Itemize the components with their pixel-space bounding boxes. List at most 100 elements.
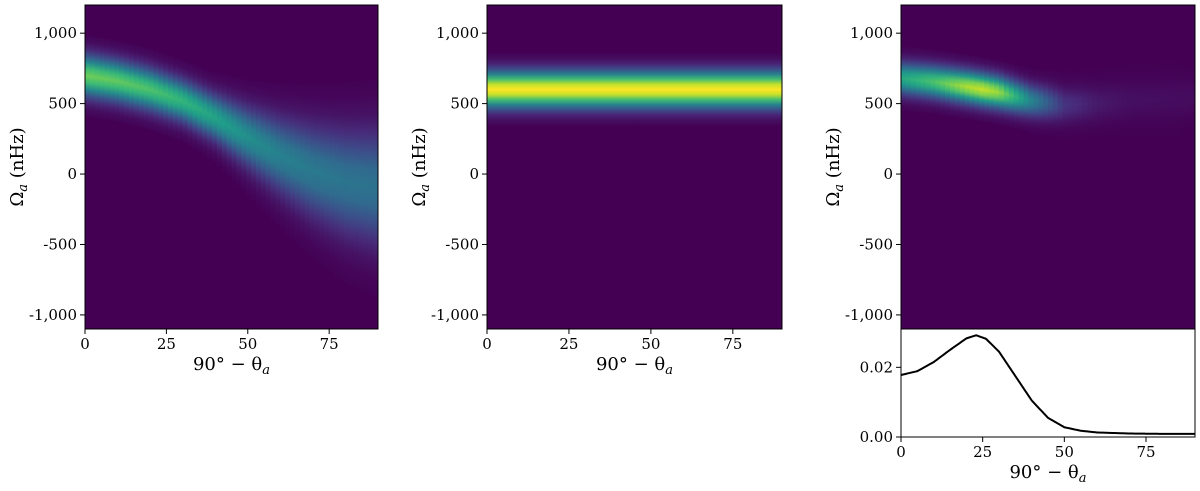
heatmap-1-column [285,84,291,235]
heatmap-3-column [1160,60,1167,139]
heatmap-3-column [1077,69,1083,140]
heatmap-2-x-tick-label: 25 [559,335,578,353]
heatmap-3-column [1106,65,1113,140]
heatmap-3-column [1052,70,1059,138]
heatmap-3-column [984,58,990,122]
heatmap-1-column [197,67,203,153]
line-x-tick-label: 25 [973,443,992,461]
heatmap-panel-2: 1,000 500 0 -500 -1,000 0 25 50 75 Ωa (nHz) 90°… [409,4,783,378]
heatmap-panel-1: 1,000 500 0 -500 -1,000 0 25 50 75 Ωa (nHz) 90°… [7,4,379,378]
heatmap-1-column [246,80,252,196]
heatmap-1-y-tick-label: 500 [48,95,77,113]
heatmap-1-column [260,82,267,211]
heatmap-1-column [221,75,228,171]
heatmap-2-frame [486,4,783,330]
heatmap-1-column [163,54,169,136]
heatmap-1-column [255,81,262,206]
heatmap-1-column [177,59,184,141]
heatmap-3-column [1038,69,1044,135]
heatmap-1-column [148,49,154,130]
heatmap-3-image [901,46,1195,140]
line-x-axis-label: 90° − θa [1009,462,1086,486]
line-panel-frame [900,328,1196,438]
heatmap-3-column [1057,70,1064,139]
heatmap-3-column [1008,63,1015,128]
heatmap-1-column [368,79,374,295]
heatmap-3-column [1116,64,1123,140]
heatmap-1-column [133,45,140,127]
heatmap-3-column [1023,67,1029,132]
heatmap-panel-3: 1,000 500 0 -500 -1,000 Ωa (nHz) [823,4,1196,330]
heatmap-1-column [329,83,335,272]
heatmap-1-column [251,80,257,201]
heatmap-3-column [994,60,1000,124]
heatmap-3-column [1111,65,1118,140]
heatmap-2-y-tick-label: -1,000 [431,306,479,324]
heatmap-1-x-axis-label: 90° − θa [193,354,270,378]
heatmap-3-column [1146,61,1152,139]
heatmap-1-column [119,41,125,123]
heatmap-1-column [143,48,150,129]
heatmap-3-y-tick-label: -500 [859,235,893,253]
heatmap-3-column [1141,61,1147,139]
heatmap-1-column [104,39,111,120]
heatmap-1-column [348,82,355,285]
heatmap-2-y-tick-label: 1,000 [436,24,479,42]
heatmap-1-column [192,65,198,149]
heatmap-1-column [236,78,242,186]
heatmap-3-column [1067,70,1074,139]
heatmap-3-column [1190,58,1195,139]
line-y-ticks: 0.00 0.02 [860,358,901,446]
heatmap-3-column [954,53,961,118]
line-y-tick-label: 0.00 [860,428,893,446]
heatmap-3-column [1043,69,1049,136]
heatmap-3-column [935,50,941,115]
heatmap-1-column [299,84,306,249]
heatmap-2-x-ticks: 0 25 50 75 [482,329,742,353]
heatmap-3-column [945,52,951,116]
heatmap-1-column [290,84,296,239]
heatmap-3-column [1136,62,1142,139]
heatmap-2-x-tick-label: 0 [482,335,492,353]
heatmap-1-x-tick-label: 50 [238,335,257,353]
heatmap-1-column [275,83,281,226]
heatmap-3-column [1028,68,1034,133]
heatmap-1-y-ticks: 1,000 500 0 -500 -1,000 [29,24,85,324]
heatmap-1-column [168,56,174,137]
heatmap-3-column [1082,69,1088,140]
line-x-tick-label: 0 [896,443,906,461]
heatmap-1-column [319,84,325,265]
heatmap-1-column [187,63,194,146]
heatmap-3-column [1165,59,1172,139]
heatmap-3-column [979,57,985,122]
heatmap-3-column [950,52,956,117]
heatmap-3-column [1033,69,1039,134]
heatmap-2-y-tick-label: 500 [450,95,479,113]
line-x-tick-label: 75 [1136,443,1155,461]
heatmap-1-y-tick-label: 0 [67,165,77,183]
heatmap-3-y-ticks: 1,000 500 0 -500 -1,000 [845,24,901,324]
heatmap-1-y-tick-label: -1,000 [29,306,77,324]
heatmap-3-column [940,51,946,115]
heatmap-1-column [89,36,96,117]
heatmap-1-column [124,43,130,124]
heatmap-3-y-tick-label: 0 [883,165,893,183]
heatmap-1-y-tick-label: 1,000 [34,24,77,42]
heatmap-3-column [1087,68,1093,140]
heatmap-3-column [1150,60,1157,139]
heatmap-3-column [969,55,976,120]
heatmap-1-column [314,84,320,261]
heatmap-3-column [905,47,912,111]
heatmap-1-column [202,69,208,156]
heatmap-1-column [153,51,159,132]
heatmap-1-column [334,83,340,276]
heatmap-3-column [1101,66,1108,140]
heatmap-3-column [964,55,971,119]
line-panel: 0.00 0.02 0 25 50 75 90° − θa [860,328,1196,486]
heatmap-3-y-axis-label: Ωa (nHz) [823,127,847,206]
heatmap-3-column [959,54,966,118]
heatmap-1-column [216,74,223,167]
heatmap-3-column [1180,58,1186,139]
heatmap-1-column [309,84,316,258]
heatmap-1-frame [84,4,379,330]
